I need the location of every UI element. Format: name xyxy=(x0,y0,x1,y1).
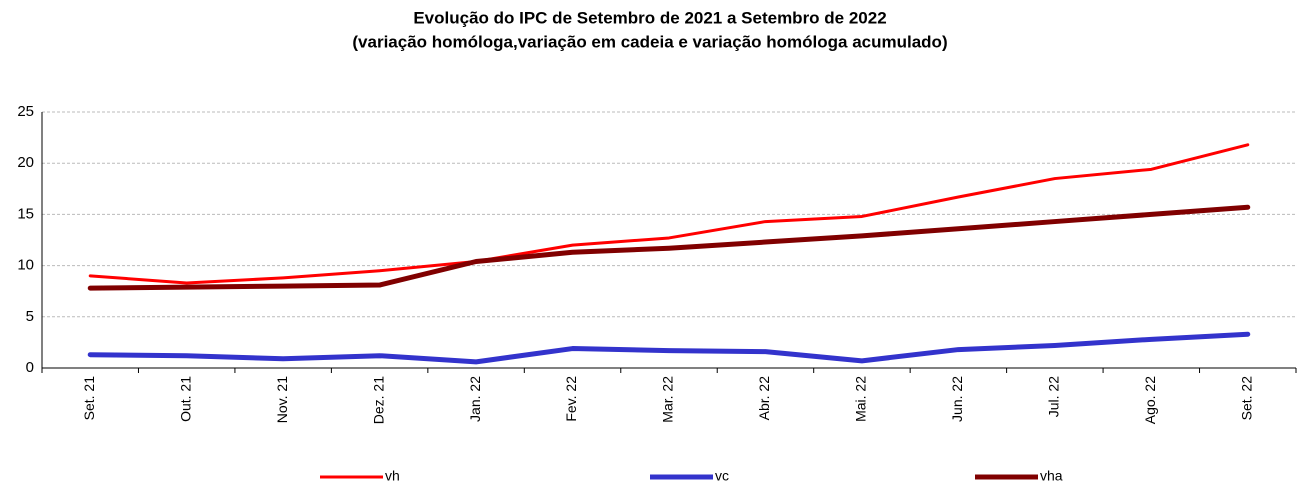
x-tick-label: Out. 21 xyxy=(177,376,193,422)
line-series xyxy=(87,204,1251,291)
y-tick-label: 5 xyxy=(26,308,34,325)
legend-label: vha xyxy=(1040,468,1063,484)
y-tick-label: 20 xyxy=(17,154,34,171)
x-tick-label: Mai. 22 xyxy=(853,376,869,422)
x-tick-label: Ago. 22 xyxy=(1142,376,1158,424)
legend-label: vc xyxy=(715,468,729,484)
x-tick-label: Fev. 22 xyxy=(563,376,579,422)
x-tick-label: Set. 22 xyxy=(1238,376,1254,421)
y-tick-label: 0 xyxy=(26,359,34,376)
line-series xyxy=(87,331,1251,365)
chart-subtitle: (variação homóloga,variação em cadeia e … xyxy=(352,32,947,51)
x-tick-label: Nov. 21 xyxy=(274,376,290,423)
y-tick-label: 15 xyxy=(17,205,34,222)
x-tick-label: Dez. 21 xyxy=(370,376,386,424)
line-series xyxy=(88,143,1250,285)
chart-title: Evolução do IPC de Setembro de 2021 a Se… xyxy=(413,8,886,27)
x-tick-label: Set. 21 xyxy=(81,376,97,421)
x-tick-label: Jul. 22 xyxy=(1046,376,1062,417)
y-tick-label: 25 xyxy=(17,103,34,120)
x-tick-label: Jan. 22 xyxy=(467,376,483,422)
y-tick-label: 10 xyxy=(17,257,34,274)
legend-label: vh xyxy=(385,468,400,484)
x-tick-label: Abr. 22 xyxy=(756,376,772,421)
x-tick-label: Jun. 22 xyxy=(949,376,965,422)
x-tick-label: Mar. 22 xyxy=(660,376,676,423)
